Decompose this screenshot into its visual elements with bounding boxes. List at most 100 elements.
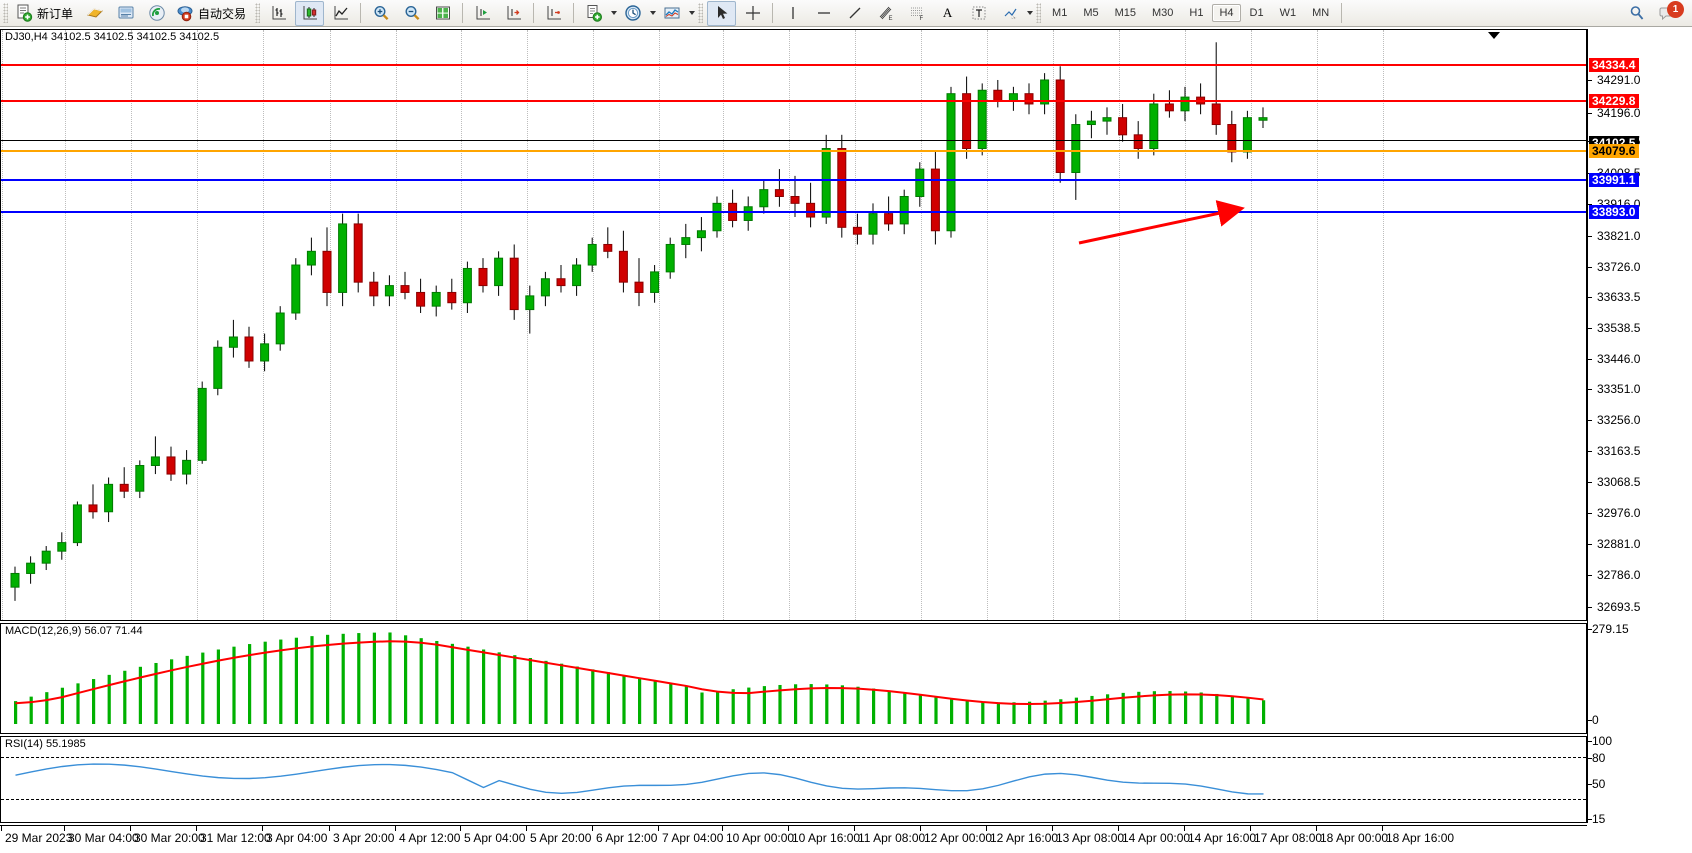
timeframe-d1[interactable]: D1 [1249, 7, 1264, 19]
text-icon [972, 6, 986, 20]
annotation-arrow-icon[interactable] [1071, 195, 1261, 255]
rsi-pane[interactable]: RSI(14) 55.1985 [0, 736, 1587, 823]
equidistant-channel-button[interactable]: E [871, 1, 900, 26]
objects-icon [1004, 8, 1017, 19]
timeframe-m1[interactable]: M1 [1052, 7, 1068, 19]
price-tag[interactable]: 33893.0 [1589, 205, 1640, 219]
time-axis[interactable]: 29 Mar 2023 30 Mar 04:00 30 Mar 20:00 31 Ma… [0, 825, 1587, 851]
autoscroll-button[interactable] [539, 1, 568, 26]
timeframe-m5[interactable]: M5 [1083, 7, 1099, 19]
candle-body [790, 195, 800, 204]
toolbar-separator-5 [772, 3, 774, 23]
vline-icon [791, 7, 794, 19]
chart-collapse-icon[interactable] [1487, 31, 1501, 40]
macd-bar [404, 635, 408, 724]
candle-body [930, 168, 940, 232]
timeframe-h4[interactable]: H4 [1212, 4, 1241, 22]
macd-bar [1199, 692, 1203, 724]
price-tag[interactable]: 33991.1 [1589, 173, 1640, 187]
timeframe-h1[interactable]: H1 [1189, 7, 1204, 19]
search-button[interactable] [1622, 1, 1651, 26]
objects-dropdown-caret[interactable] [1027, 11, 1034, 15]
toolbar-grip-3[interactable] [698, 3, 704, 23]
zoom-out-button[interactable] [397, 1, 426, 26]
cursor-button[interactable] [707, 0, 737, 26]
time-label: 18 Apr 00:00 [1320, 831, 1389, 845]
indicators-dropdown-caret[interactable] [689, 11, 696, 15]
auto-trading-button[interactable]: 自动交易 [173, 1, 251, 26]
notifications-button[interactable]: 1 [1653, 0, 1685, 26]
horizontal-line-button[interactable] [809, 1, 838, 26]
bar-chart-button[interactable] [264, 1, 293, 26]
price-tag[interactable]: 34334.4 [1589, 58, 1640, 72]
macd-bar [92, 679, 96, 724]
macd-bar [731, 689, 735, 724]
template-dropdown-caret[interactable] [611, 11, 618, 15]
chart-area[interactable]: DJ30,H4 34102.5 34102.5 34102.5 34102.5 [0, 27, 1692, 853]
gridline-vertical [65, 30, 66, 620]
template-button[interactable] [579, 1, 608, 26]
price-axis[interactable]: 34291.034196.034102.534008.533916.033821… [1587, 29, 1692, 826]
line-chart-button[interactable] [326, 1, 355, 26]
vertical-line-button[interactable] [778, 1, 807, 26]
new-order-button[interactable]: 新订单 [12, 1, 78, 26]
price-tag[interactable]: 34079.6 [1589, 144, 1640, 158]
level-support-lower[interactable] [1, 211, 1586, 213]
shift-end-button[interactable] [499, 1, 528, 26]
level-support-upper[interactable] [1, 179, 1586, 181]
crosshair-button[interactable] [738, 1, 767, 26]
toolbar-grip-2[interactable] [255, 3, 261, 23]
terminal-button[interactable] [111, 1, 140, 26]
timeframe-m15[interactable]: M15 [1114, 7, 1136, 19]
toolbar-separator-6 [1341, 3, 1343, 23]
level-resistance-upper[interactable] [1, 64, 1586, 66]
time-tick [1382, 826, 1383, 831]
candlestick-chart-button[interactable] [295, 0, 325, 26]
macd-bar [1012, 702, 1016, 724]
signals-button[interactable] [142, 1, 171, 26]
period-button[interactable] [618, 1, 647, 26]
zoom-in-button[interactable] [366, 1, 395, 26]
toolbar-grip-4[interactable] [1036, 3, 1042, 23]
timeframe-w1[interactable]: W1 [1279, 7, 1297, 19]
macd-bar [778, 684, 782, 724]
gridline-vertical [263, 30, 264, 620]
toolbar-grip[interactable] [3, 3, 8, 23]
autotrading-icon [177, 6, 193, 22]
macd-bar [575, 666, 579, 724]
macd-bar [170, 659, 174, 724]
profile-button[interactable] [80, 1, 109, 26]
macd-bar [622, 675, 626, 724]
text-button[interactable]: A [942, 5, 953, 20]
candle-body [587, 243, 597, 266]
shift-start-button[interactable] [468, 1, 497, 26]
objects-button[interactable] [995, 1, 1024, 26]
candle-body [431, 291, 441, 307]
price-pane[interactable]: DJ30,H4 34102.5 34102.5 34102.5 34102.5 [0, 29, 1587, 621]
candle-body [104, 483, 114, 513]
rsi-series [15, 763, 1264, 795]
time-tick [64, 826, 65, 831]
period-dropdown-caret[interactable] [650, 11, 657, 15]
level-order-orange[interactable] [1, 150, 1586, 152]
fibonacci-button[interactable]: F [902, 1, 931, 26]
grid-button[interactable] [428, 1, 457, 26]
macd-bar [107, 674, 111, 724]
macd-bar [544, 660, 548, 724]
indicators-button[interactable] [657, 1, 686, 26]
text-label-button[interactable] [964, 1, 993, 26]
price-tag[interactable]: 34229.8 [1589, 94, 1640, 108]
crosshair-icon [745, 6, 760, 20]
macd-bar [76, 683, 80, 724]
macd-pane[interactable]: MACD(12,26,9) 56.07 71.44 [0, 623, 1587, 734]
level-current-price[interactable] [1, 140, 1586, 141]
timeframe-mn[interactable]: MN [1312, 7, 1330, 19]
cursor-icon [717, 6, 727, 19]
trendline-button[interactable] [840, 1, 869, 26]
macd-bar [263, 641, 267, 724]
level-resistance-lower[interactable] [1, 100, 1586, 102]
timeframe-m30[interactable]: M30 [1152, 7, 1174, 19]
rsi-label: RSI(14) 55.1985 [5, 738, 86, 750]
candle-body [244, 336, 254, 362]
time-label: 14 Apr 00:00 [1122, 831, 1191, 845]
